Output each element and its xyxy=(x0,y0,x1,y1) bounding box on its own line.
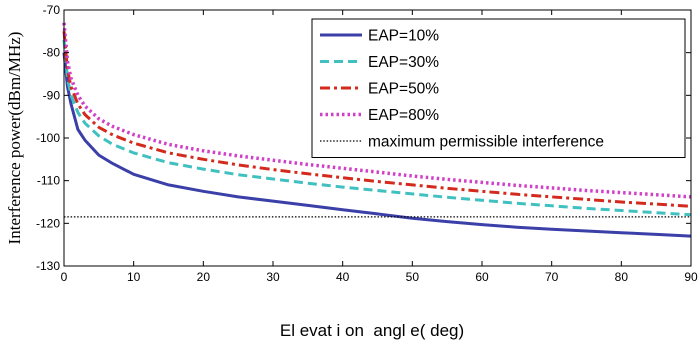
y-axis-label: Interference power(dBm/MHz) xyxy=(5,32,24,245)
axes-layer: 0 10 20 30 40 50 60 70 80 90 -70 -80 -90 -100 -110 -120… xyxy=(36,3,698,284)
x-tick-label: 70 xyxy=(545,270,559,284)
legend-label-5: maximum permissible interference xyxy=(368,134,604,151)
legend-box xyxy=(311,18,686,158)
series-layer xyxy=(62,22,692,238)
legend-label-3: EAP=50% xyxy=(368,81,439,98)
x-tick-label: 0 xyxy=(61,270,68,284)
x-tick-label: 80 xyxy=(615,270,629,284)
x-axis-label: El evat i on angl e( deg) xyxy=(280,321,464,340)
x-tick-label: 50 xyxy=(406,270,420,284)
y-tick-label: -120 xyxy=(36,216,60,230)
legend-label-2: EAP=30% xyxy=(368,54,439,71)
series-line-2 xyxy=(62,39,692,217)
legend-label-4: EAP=80% xyxy=(368,107,439,124)
x-tick-label: 90 xyxy=(684,270,698,284)
legend-label-1: EAP=10% xyxy=(368,28,439,45)
x-tick-label: 40 xyxy=(336,270,350,284)
series-line-3 xyxy=(62,31,692,208)
x-tick-label: 60 xyxy=(475,270,489,284)
y-tick-label: -90 xyxy=(43,88,61,102)
x-tick-label: 30 xyxy=(266,270,280,284)
x-tick-label: 10 xyxy=(127,270,141,284)
y-tick-label: -130 xyxy=(36,259,60,273)
x-tick-label: 20 xyxy=(197,270,211,284)
series-line-1 xyxy=(62,52,692,238)
series-line-4 xyxy=(62,22,692,199)
y-tick-label: -80 xyxy=(43,46,61,60)
y-tick-label: -70 xyxy=(43,3,61,17)
y-tick-label: -110 xyxy=(37,174,60,188)
y-tick-label: -100 xyxy=(36,131,60,145)
legend: EAP=10% EAP=30% EAP=50% EAP=80% maximum perm… xyxy=(311,18,686,158)
